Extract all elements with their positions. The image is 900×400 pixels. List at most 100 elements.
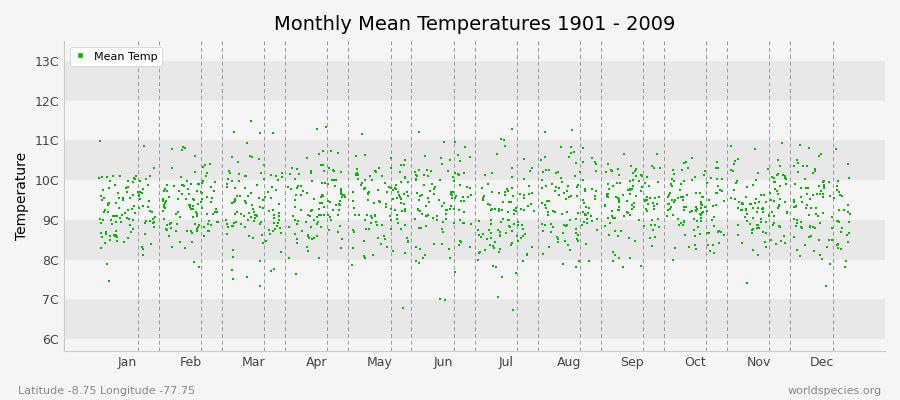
Point bbox=[811, 212, 825, 219]
Point bbox=[327, 177, 341, 184]
Point bbox=[425, 180, 439, 187]
Point bbox=[310, 214, 324, 220]
Point bbox=[563, 144, 578, 150]
Point bbox=[122, 178, 136, 184]
Point bbox=[772, 222, 787, 229]
Point bbox=[558, 238, 572, 244]
Point bbox=[184, 228, 199, 234]
Point bbox=[435, 161, 449, 167]
Point bbox=[550, 234, 564, 240]
Point bbox=[500, 188, 515, 194]
Point bbox=[746, 214, 760, 221]
Point bbox=[498, 143, 512, 150]
Point bbox=[712, 240, 726, 246]
Point bbox=[665, 183, 680, 189]
Point bbox=[634, 263, 648, 270]
Point bbox=[572, 210, 586, 216]
Point bbox=[491, 227, 505, 233]
Point bbox=[182, 202, 196, 208]
Point bbox=[746, 181, 760, 188]
Point bbox=[193, 264, 207, 270]
Point bbox=[272, 217, 286, 224]
Point bbox=[483, 216, 498, 223]
Point bbox=[417, 182, 431, 188]
Point bbox=[266, 228, 280, 234]
Point bbox=[695, 194, 709, 200]
Point bbox=[157, 195, 171, 202]
Point bbox=[200, 210, 214, 217]
Point bbox=[754, 206, 769, 212]
Point bbox=[661, 213, 675, 220]
Point bbox=[93, 216, 107, 222]
Point bbox=[229, 196, 243, 202]
Point bbox=[751, 209, 765, 215]
Point bbox=[181, 186, 195, 192]
Point bbox=[793, 252, 807, 259]
Point bbox=[632, 217, 646, 223]
Point bbox=[544, 180, 559, 187]
Point bbox=[238, 173, 253, 179]
Point bbox=[171, 196, 185, 202]
Point bbox=[349, 170, 364, 176]
Point bbox=[514, 206, 528, 212]
Point bbox=[790, 160, 805, 166]
Point bbox=[767, 219, 781, 226]
Point bbox=[121, 184, 135, 190]
Point bbox=[394, 208, 409, 214]
Point bbox=[600, 190, 615, 197]
Point bbox=[536, 168, 551, 175]
Point bbox=[585, 186, 599, 192]
Point bbox=[482, 242, 497, 248]
Point bbox=[572, 231, 586, 238]
Point bbox=[364, 215, 379, 222]
Point bbox=[572, 257, 587, 264]
Point bbox=[394, 178, 409, 185]
Y-axis label: Temperature: Temperature bbox=[15, 152, 29, 240]
Point bbox=[163, 221, 177, 228]
Point bbox=[724, 195, 739, 202]
Point bbox=[241, 232, 256, 239]
Point bbox=[108, 213, 122, 220]
Point bbox=[773, 224, 788, 230]
Point bbox=[253, 204, 267, 210]
Point bbox=[439, 207, 454, 214]
Point bbox=[493, 246, 508, 252]
Point bbox=[383, 216, 398, 223]
Point bbox=[453, 158, 467, 164]
Point bbox=[788, 181, 802, 188]
Point bbox=[410, 258, 424, 264]
Point bbox=[392, 188, 406, 195]
Point bbox=[317, 204, 331, 210]
Point bbox=[438, 297, 453, 303]
Point bbox=[490, 150, 504, 157]
Point bbox=[575, 209, 590, 215]
Point bbox=[413, 246, 428, 252]
Point bbox=[481, 180, 495, 187]
Point bbox=[98, 231, 112, 238]
Point bbox=[174, 174, 188, 181]
Point bbox=[454, 238, 468, 245]
Point bbox=[103, 236, 117, 243]
Point bbox=[382, 184, 396, 190]
Point bbox=[226, 276, 240, 282]
Point bbox=[802, 234, 816, 240]
Point bbox=[135, 244, 149, 251]
Point bbox=[383, 185, 398, 191]
Point bbox=[589, 161, 603, 167]
Point bbox=[502, 217, 517, 223]
Point bbox=[688, 204, 703, 210]
Point bbox=[112, 204, 126, 211]
Point bbox=[283, 171, 297, 177]
Point bbox=[313, 200, 328, 206]
Point bbox=[290, 236, 304, 242]
Point bbox=[451, 170, 465, 177]
Point bbox=[443, 206, 457, 212]
Point bbox=[169, 228, 184, 234]
Point bbox=[320, 212, 335, 218]
Point bbox=[194, 180, 209, 186]
Point bbox=[492, 248, 507, 255]
Point bbox=[679, 159, 693, 166]
Point bbox=[253, 130, 267, 136]
Point bbox=[514, 235, 528, 241]
Point bbox=[310, 126, 324, 132]
